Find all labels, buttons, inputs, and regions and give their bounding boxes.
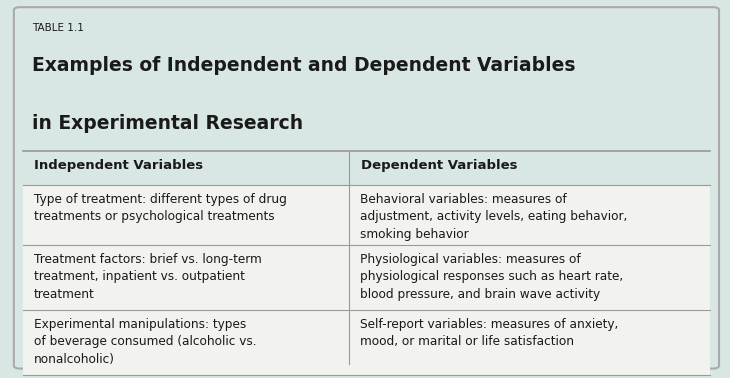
Text: Experimental manipulations: types
of beverage consumed (alcoholic vs.
nonalcohol: Experimental manipulations: types of bev… (34, 318, 256, 366)
Text: Dependent Variables: Dependent Variables (361, 159, 518, 172)
Text: Behavioral variables: measures of
adjustment, activity levels, eating behavior,
: Behavioral variables: measures of adjust… (359, 193, 627, 241)
Bar (23, 12, 710, 151)
Bar (23, 245, 710, 310)
Bar (23, 310, 710, 375)
FancyBboxPatch shape (14, 7, 719, 369)
Text: Examples of Independent and Dependent Variables: Examples of Independent and Dependent Va… (32, 56, 576, 74)
Bar (23, 185, 710, 245)
Bar (23, 151, 710, 185)
Text: Physiological variables: measures of
physiological responses such as heart rate,: Physiological variables: measures of phy… (359, 253, 623, 301)
Text: Self-report variables: measures of anxiety,
mood, or marital or life satisfactio: Self-report variables: measures of anxie… (359, 318, 618, 348)
Text: Independent Variables: Independent Variables (34, 159, 203, 172)
Text: in Experimental Research: in Experimental Research (32, 114, 303, 133)
Text: Type of treatment: different types of drug
treatments or psychological treatment: Type of treatment: different types of dr… (34, 193, 286, 223)
Text: Treatment factors: brief vs. long-term
treatment, inpatient vs. outpatient
treat: Treatment factors: brief vs. long-term t… (34, 253, 261, 301)
Text: TABLE 1.1: TABLE 1.1 (32, 23, 84, 33)
